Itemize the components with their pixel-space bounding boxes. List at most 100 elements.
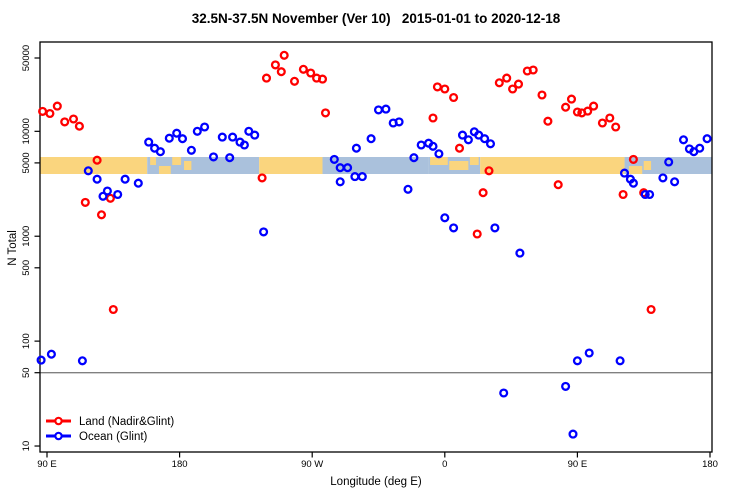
chart-title: 32.5N-37.5N November (Ver 10) 2015-01-01… xyxy=(191,11,561,26)
land-point xyxy=(508,84,518,94)
ocean-point xyxy=(619,168,630,178)
ocean-point xyxy=(155,147,165,157)
land-point xyxy=(597,118,607,128)
y-tick-label: 50 xyxy=(21,367,32,378)
ocean-point xyxy=(335,177,345,187)
ocean-point xyxy=(416,140,426,150)
land-point xyxy=(276,67,286,77)
ocean-point xyxy=(200,122,210,132)
ocean-point xyxy=(480,134,490,144)
land-series-points xyxy=(38,50,656,315)
frame xyxy=(39,41,713,453)
ocean-point xyxy=(678,135,689,145)
ocean-point xyxy=(403,184,413,194)
ocean-point xyxy=(164,133,174,143)
ocean-point xyxy=(186,145,196,155)
ocean-point xyxy=(434,149,444,159)
ocean-point xyxy=(102,186,112,196)
ocean-point xyxy=(239,140,249,150)
ocean-point xyxy=(351,143,361,153)
land-point xyxy=(432,82,442,92)
land-point xyxy=(320,108,331,118)
ocean-point xyxy=(499,388,509,398)
ocean-point xyxy=(568,429,578,439)
x-tick-label: 180 xyxy=(702,459,718,470)
land-point xyxy=(553,180,563,190)
land-point xyxy=(80,197,90,207)
land-point xyxy=(646,304,656,315)
land-point xyxy=(494,78,504,88)
ocean-point xyxy=(217,132,227,142)
land-point xyxy=(618,189,628,200)
land-point xyxy=(566,94,577,104)
land-point xyxy=(306,68,316,78)
band-land-segment xyxy=(40,157,148,174)
land-point xyxy=(108,304,118,315)
ocean-point xyxy=(572,356,582,366)
ocean-series-points xyxy=(36,104,712,439)
y-tick-label: 10 xyxy=(21,441,32,452)
plot-frame xyxy=(39,41,713,453)
land-point xyxy=(279,50,289,60)
legend-label: Ocean (Glint) xyxy=(79,431,148,443)
band-land-segment xyxy=(259,157,323,174)
y-tick-label: 500 xyxy=(21,260,32,276)
land-point xyxy=(589,101,599,111)
x-tick-label: 0 xyxy=(442,459,447,470)
land-point xyxy=(92,155,102,165)
ocean-point xyxy=(449,223,459,233)
ocean-point xyxy=(259,227,269,237)
ocean-point xyxy=(440,213,450,223)
land-point xyxy=(605,113,615,123)
ocean-point xyxy=(428,141,438,151)
land-point xyxy=(68,114,79,124)
land-point xyxy=(572,107,582,117)
land-point xyxy=(478,188,488,198)
ocean-point xyxy=(457,130,468,140)
land-point xyxy=(472,229,482,239)
ocean-point xyxy=(83,166,93,176)
band-island-patch xyxy=(172,157,182,165)
ocean-point xyxy=(485,139,496,149)
land-point xyxy=(428,113,438,123)
land-point xyxy=(45,108,55,119)
land-point xyxy=(60,117,70,127)
ocean-point xyxy=(640,189,650,200)
band-island-patch xyxy=(643,161,652,170)
land-point xyxy=(583,106,593,116)
band-land-segment xyxy=(480,157,625,174)
band-island-patch xyxy=(469,157,479,165)
land-point xyxy=(611,122,621,132)
y-axis-label: N Total xyxy=(7,230,19,266)
ocean-point xyxy=(658,173,668,183)
land-point xyxy=(52,101,62,111)
land-point xyxy=(454,143,465,153)
ocean-point xyxy=(250,130,260,140)
ocean-point xyxy=(381,104,391,114)
land-point xyxy=(502,73,512,83)
y-tick-label: 100 xyxy=(21,333,32,349)
legend-label: Land (Nadir&Glint) xyxy=(79,416,174,428)
band-island-patch xyxy=(628,166,643,174)
land-point xyxy=(449,92,459,103)
y-tick-label: 50000 xyxy=(21,45,32,71)
band-island-patch xyxy=(430,157,448,165)
x-tick-label: 90 E xyxy=(568,459,588,470)
ocean-point xyxy=(645,189,655,200)
land-point xyxy=(74,121,84,131)
ocean-point xyxy=(225,153,235,163)
land-point xyxy=(628,154,638,164)
y-axis: 50000 10000 5000 1000 500 100 50 10 xyxy=(21,45,40,452)
ocean-point xyxy=(561,381,571,391)
ocean-point xyxy=(36,355,46,365)
land-point xyxy=(105,193,115,203)
ocean-point xyxy=(366,134,376,144)
band-island-patch xyxy=(184,161,192,170)
y-tick-label: 10000 xyxy=(21,118,32,144)
ocean-point xyxy=(228,132,238,142)
ocean-point xyxy=(702,134,712,144)
x-tick-label: 90 E xyxy=(37,459,57,470)
ocean-point xyxy=(350,172,360,182)
land-point xyxy=(513,79,524,89)
